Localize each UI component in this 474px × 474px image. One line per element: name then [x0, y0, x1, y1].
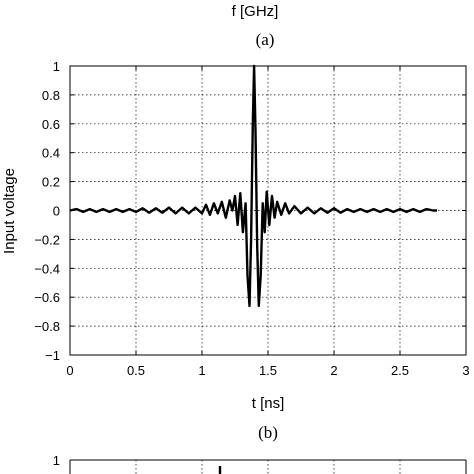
x-tick-label: 1.5 [259, 363, 277, 378]
series-line [69, 64, 437, 308]
y-axis-label: Input voltage [1, 168, 18, 254]
y-tick-labels: −1 −0.8 −0.6 −0.4 −0.2 0 0.2 0.4 0.6 0.8 1 [34, 59, 60, 363]
y-tick-label: 1 [53, 59, 60, 74]
y-tick-label: −0.8 [34, 319, 60, 334]
x-axis-label: t [ns] [252, 395, 285, 412]
y-tick-label: 0.4 [42, 146, 60, 161]
y-tick-label: 0.8 [42, 88, 60, 103]
x-tick-label: 0 [66, 363, 73, 378]
y-tick-label: −0.6 [34, 290, 60, 305]
x-tick-labels: 0 0.5 1 1.5 2 2.5 3 [66, 363, 469, 378]
y-tick-label: 0 [53, 204, 60, 219]
panel-b-caption: (b) [258, 423, 278, 442]
x-tick-label: 0.5 [127, 363, 145, 378]
grid-partial [135, 460, 401, 474]
y-tick-label: −1 [45, 348, 60, 363]
panel-a-caption: (a) [256, 30, 275, 49]
panel-c-chart-partial: 1 [53, 453, 467, 474]
x-tick-label: 2.5 [391, 363, 409, 378]
panel-b-chart: 0 0.5 1 1.5 2 2.5 3 −1 −0.8 −0.6 −0.4 −0.2 0 0.2 0.4 0… [1, 59, 470, 442]
x-tick-label: 1 [198, 363, 205, 378]
y-tick-label: 1 [53, 453, 60, 468]
ticks [69, 65, 467, 356]
x-tick-label: 3 [462, 363, 469, 378]
y-tick-label: 0.2 [42, 175, 60, 190]
y-tick-label: −0.2 [34, 232, 60, 247]
y-tick-label: 0.6 [42, 117, 60, 132]
x-tick-label: 2 [330, 363, 337, 378]
panel-a-xlabel: f [GHz] [232, 3, 279, 20]
y-tick-label: −0.4 [34, 261, 60, 276]
